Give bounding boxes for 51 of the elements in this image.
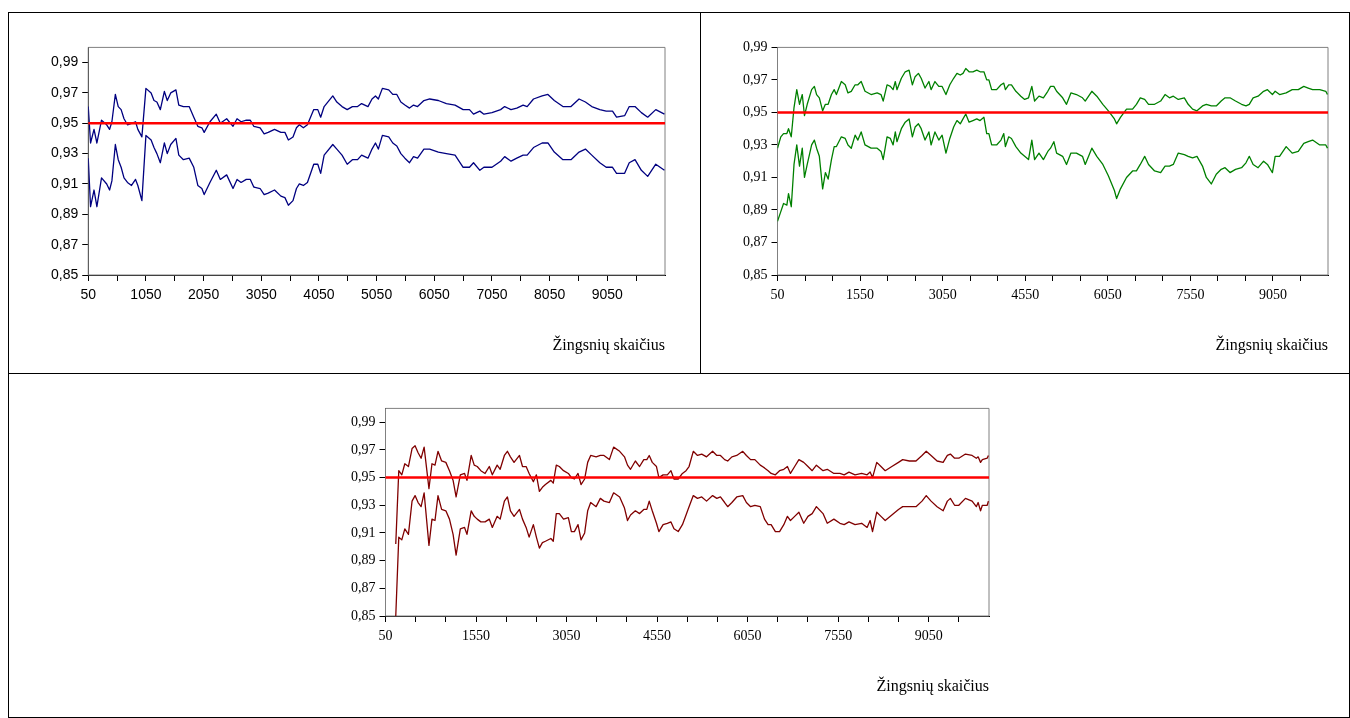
- x-tick-label: 4550: [643, 628, 672, 644]
- y-tick-label: 0,85: [351, 607, 376, 623]
- y-tick-label: 0,91: [51, 174, 79, 191]
- x-axis-title: Žingsnių skaičius: [876, 675, 989, 695]
- y-tick-label: 0,87: [351, 579, 376, 595]
- x-tick-label: 4550: [1011, 287, 1040, 303]
- y-tick-label: 0,87: [743, 234, 768, 250]
- y-tick-label: 0,95: [51, 114, 79, 131]
- y-tick-label: 0,85: [51, 265, 79, 282]
- x-tick-label: 1550: [462, 628, 491, 644]
- y-tick-label: 0,95: [351, 469, 376, 485]
- y-tick-label: 0,99: [743, 39, 768, 55]
- x-tick-label: 7550: [1176, 287, 1205, 303]
- x-tick-label: 50: [80, 286, 97, 303]
- x-tick-label: 2050: [188, 286, 220, 303]
- x-tick-label: 7050: [476, 286, 508, 303]
- y-tick-label: 0,91: [351, 524, 376, 540]
- y-tick-label: 0,89: [743, 201, 768, 217]
- y-tick-label: 0,93: [51, 144, 79, 161]
- x-axis-title: Žingsnių skaičius: [1215, 334, 1328, 354]
- y-tick-label: 0,93: [351, 496, 376, 512]
- y-tick-label: 0,93: [743, 136, 768, 152]
- x-tick-label: 7550: [824, 628, 853, 644]
- x-tick-label: 9050: [914, 628, 943, 644]
- x-tick-label: 4050: [303, 286, 335, 303]
- y-tick-label: 0,99: [351, 413, 376, 429]
- x-tick-label: 50: [770, 287, 785, 303]
- y-tick-label: 0,97: [351, 441, 376, 457]
- x-tick-label: 8050: [534, 286, 566, 303]
- y-tick-label: 0,97: [743, 71, 768, 87]
- x-tick-label: 3050: [552, 628, 581, 644]
- x-tick-label: 9050: [591, 286, 624, 303]
- x-tick-label: 50: [378, 628, 393, 644]
- y-tick-label: 0,97: [51, 83, 79, 100]
- x-tick-label: 1550: [846, 287, 875, 303]
- y-tick-label: 0,95: [743, 104, 768, 120]
- x-tick-label: 1050: [130, 286, 162, 303]
- x-tick-label: 5050: [361, 286, 393, 303]
- y-tick-label: 0,87: [51, 235, 79, 252]
- x-tick-label: 3050: [928, 287, 957, 303]
- y-tick-label: 0,89: [351, 552, 376, 568]
- y-tick-label: 0,89: [51, 205, 79, 222]
- x-tick-label: 9050: [1258, 287, 1287, 303]
- y-tick-label: 0,85: [743, 266, 768, 282]
- x-tick-label: 6050: [733, 628, 762, 644]
- x-axis-title: Žingsnių skaičius: [552, 334, 665, 354]
- x-tick-label: 6050: [418, 286, 451, 303]
- x-tick-label: 3050: [245, 286, 278, 303]
- x-tick-label: 6050: [1093, 287, 1122, 303]
- y-tick-label: 0,99: [51, 53, 79, 70]
- y-tick-label: 0,91: [743, 169, 768, 185]
